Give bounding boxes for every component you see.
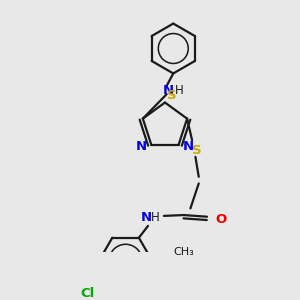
Text: N: N bbox=[163, 84, 174, 97]
Text: Cl: Cl bbox=[80, 287, 94, 300]
Text: CH₃: CH₃ bbox=[173, 248, 194, 257]
Text: N: N bbox=[136, 140, 147, 153]
Text: S: S bbox=[167, 89, 176, 102]
Text: N: N bbox=[141, 211, 152, 224]
Text: H: H bbox=[175, 84, 184, 97]
Text: N: N bbox=[183, 140, 194, 153]
Text: H: H bbox=[151, 211, 160, 224]
Text: O: O bbox=[216, 213, 227, 226]
Text: S: S bbox=[192, 144, 202, 157]
